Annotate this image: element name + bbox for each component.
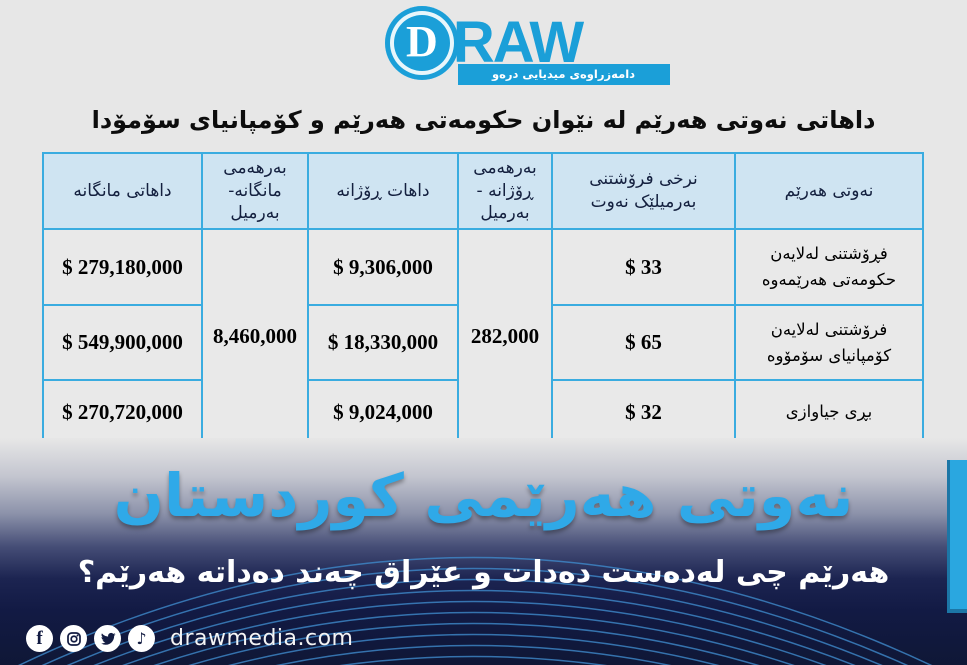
table-row: فڕۆشتنی لەلایەن حکومەتی هەرێمەوە $ 33 28… [42,228,924,445]
footer-bar: f ♪ drawmedia.com [26,625,358,652]
cell-daily-production-merged: 282,000 [457,228,553,445]
tiktok-icon[interactable]: ♪ [128,625,155,652]
banner-headline: نەوتی هەرێمی کوردستان [113,461,854,530]
draw-logo: D RAW دامەزراوەی میدیایی درەو [0,6,967,100]
table-header-row: نەوتی هەرێم نرخی فرۆشتنی بەرمیلێک نەوت ب… [42,152,924,230]
cell-monthly-production-merged: 8,460,000 [201,228,309,445]
logo-brand-text: RAW [452,10,584,75]
cell-row-label: فڕۆشتنی لەلایەن حکومەتی هەرێمەوە [734,228,924,306]
col-header-barrel-price: نرخی فرۆشتنی بەرمیلێک نەوت [551,152,736,230]
cell-monthly-income: $ 279,180,000 [42,228,203,306]
cell-daily-income: $ 9,024,000 [307,379,459,445]
cell-monthly-income: $ 270,720,000 [42,379,203,445]
col-header-monthly-income: داهاتی مانگانە [42,152,203,230]
logo-letter: D [405,17,438,66]
cell-daily-income: $ 9,306,000 [307,228,459,306]
website-url[interactable]: drawmedia.com [170,626,354,651]
table-row: فرۆشتنی لەلایەن کۆمپانیای سۆمۆوە $ 65 $ … [42,304,924,381]
gradient-band [0,438,967,665]
banner-subheadline: هەرێم چی لەدەست دەدات و عێراق چەند دەدات… [77,555,890,590]
draw-logo-d-icon: D [384,6,459,80]
col-header-region-oil: نەوتی هەرێم [734,152,924,230]
col-header-daily-production: بەرهەمی ڕۆژانە - بەرمیل [457,152,553,230]
instagram-icon[interactable] [60,625,87,652]
cell-price: $ 65 [551,304,736,381]
cell-row-label: فرۆشتنی لەلایەن کۆمپانیای سۆمۆوە [734,304,924,381]
col-header-monthly-production: بەرهەمی مانگانە- بەرمیل [201,152,309,230]
twitter-icon[interactable] [94,625,121,652]
cell-row-label: بڕی جیاوازی [734,379,924,445]
cell-price: $ 32 [551,379,736,445]
cell-monthly-income: $ 549,900,000 [42,304,203,381]
col-header-daily-income: داهات ڕۆژانە [307,152,459,230]
table-row: بڕی جیاوازی $ 32 $ 9,024,000 $ 270,720,0… [42,379,924,445]
right-accent-bar [947,460,967,613]
facebook-icon[interactable]: f [26,625,53,652]
cell-daily-income: $ 18,330,000 [307,304,459,381]
logo-tagline: دامەزراوەی میدیایی درەو [457,64,670,85]
oil-revenue-table: نەوتی هەرێم نرخی فرۆشتنی بەرمیلێک نەوت ب… [42,152,924,445]
cell-price: $ 33 [551,228,736,306]
page-title: داهاتی نەوتی هەرێم لە نێوان حکومەتی هەرێ… [91,106,876,134]
